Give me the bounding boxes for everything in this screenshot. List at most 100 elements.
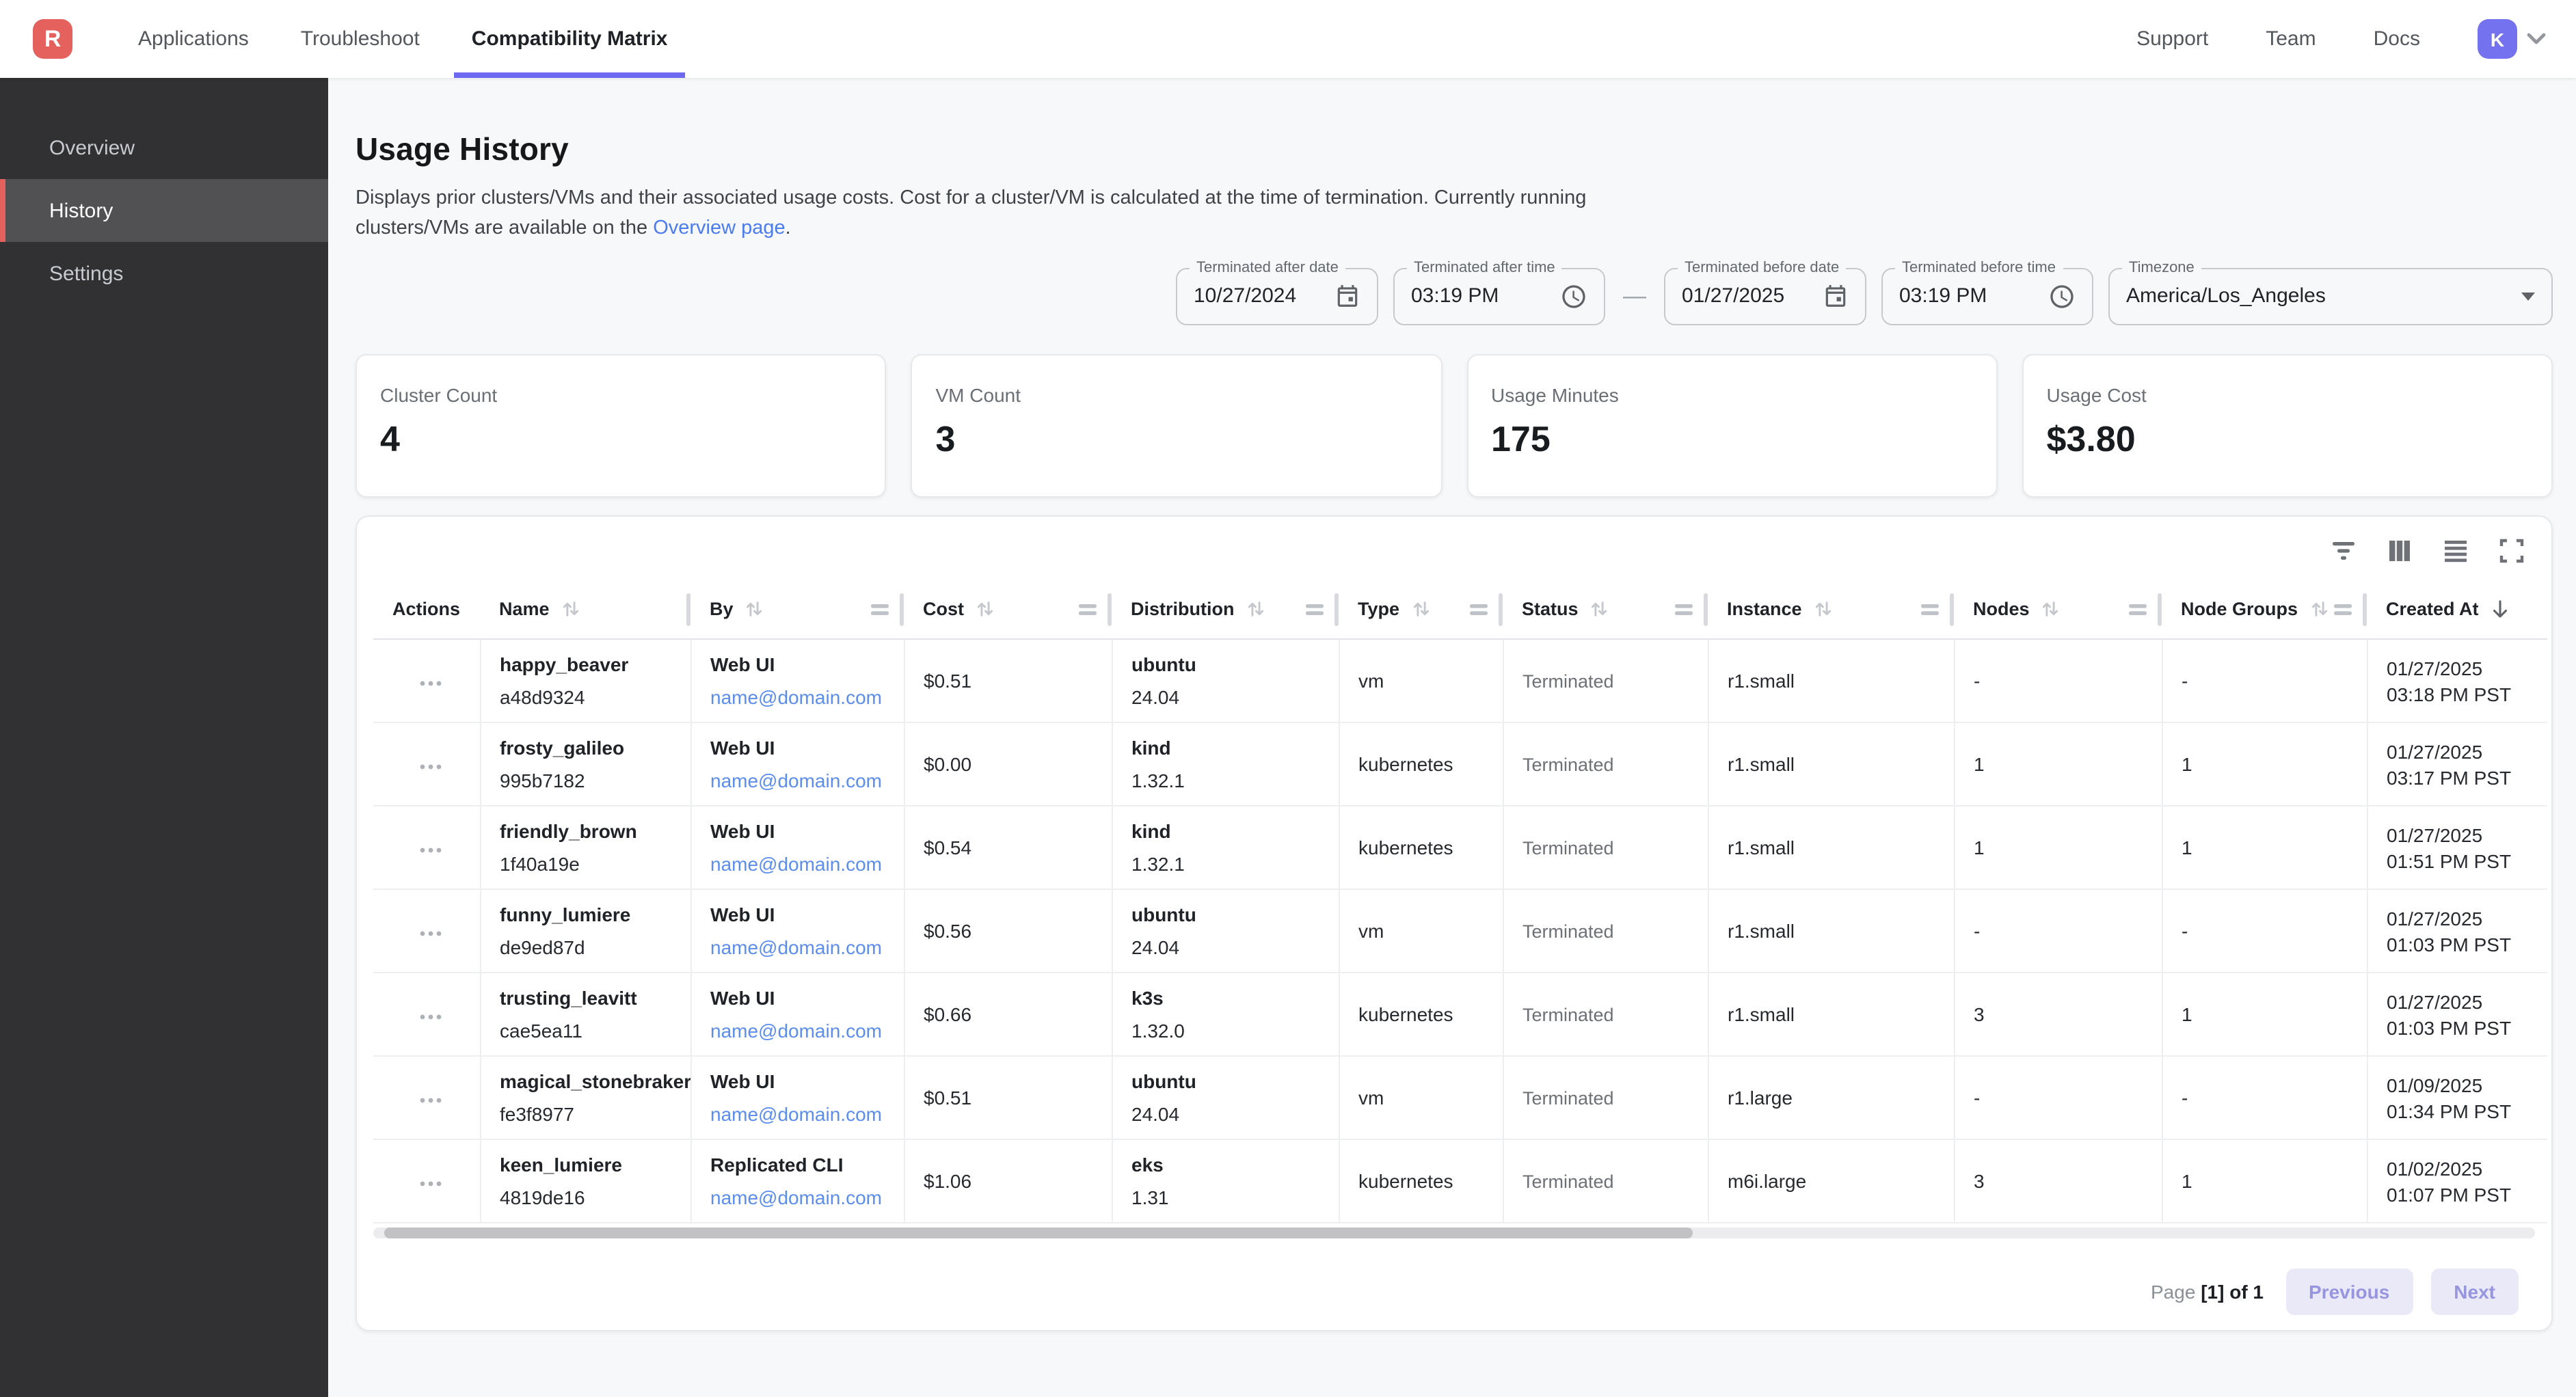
- column-menu-icon[interactable]: [2333, 601, 2353, 616]
- horizontal-scrollbar-thumb[interactable]: [384, 1228, 1692, 1239]
- sidebar-item-settings[interactable]: Settings: [0, 242, 328, 305]
- filter-icon[interactable]: [2326, 533, 2361, 569]
- creator-email-link[interactable]: name@domain.com: [710, 1104, 892, 1126]
- brand-logo-letter: R: [44, 25, 62, 53]
- timezone-select[interactable]: Timezone America/Los_Angeles: [2108, 268, 2553, 325]
- row-actions-button[interactable]: [413, 1083, 448, 1114]
- row-actions-button[interactable]: [413, 916, 448, 947]
- cell-node-groups: 1: [2162, 723, 2367, 806]
- creator-email-link[interactable]: name@domain.com: [710, 1187, 892, 1209]
- column-menu-icon[interactable]: [1674, 601, 1694, 616]
- sidebar-item-history[interactable]: History: [0, 179, 328, 242]
- row-actions-button[interactable]: [413, 1166, 448, 1197]
- creator-email-link[interactable]: name@domain.com: [710, 687, 892, 709]
- sort-icon: [559, 597, 582, 621]
- terminated-before-date-field[interactable]: Terminated before date 01/27/2025: [1664, 268, 1866, 325]
- overview-page-link[interactable]: Overview page: [653, 218, 785, 240]
- column-header-instance[interactable]: Instance: [1708, 580, 1954, 640]
- terminated-after-time-label: Terminated after time: [1407, 260, 1562, 276]
- table-header-row: Actions Name By Cost Distribution Type S…: [373, 580, 2547, 640]
- terminated-before-time-field[interactable]: Terminated before time 03:19 PM: [1881, 268, 2093, 325]
- column-menu-icon[interactable]: [1468, 601, 1489, 616]
- column-header-by[interactable]: By: [690, 580, 904, 640]
- distribution-version: 1.32.1: [1131, 770, 1327, 792]
- calendar-icon[interactable]: [1823, 284, 1849, 310]
- support-link[interactable]: Support: [2136, 27, 2208, 51]
- creator-email-link[interactable]: name@domain.com: [710, 854, 892, 876]
- row-actions-button[interactable]: [413, 749, 448, 781]
- row-actions-button[interactable]: [413, 666, 448, 697]
- page-title: Usage History: [355, 131, 2553, 168]
- table-row: friendly_brown1f40a19e Web UIname@domain…: [373, 806, 2547, 890]
- cell-nodes: -: [1954, 890, 2162, 973]
- sidebar-item-overview[interactable]: Overview: [0, 116, 328, 179]
- cell-by: Web UI name@domain.com: [690, 640, 904, 723]
- creator-email-link[interactable]: name@domain.com: [710, 1020, 892, 1042]
- column-header-type[interactable]: Type: [1339, 580, 1503, 640]
- sort-icon: [743, 597, 766, 621]
- column-menu-icon[interactable]: [2128, 601, 2148, 616]
- column-menu-icon[interactable]: [1304, 601, 1325, 616]
- avatar-initial: K: [2491, 28, 2504, 50]
- distribution-name: k3s: [1131, 988, 1327, 1009]
- creator-email-link[interactable]: name@domain.com: [710, 770, 892, 792]
- column-header-node-groups[interactable]: Node Groups: [2162, 580, 2367, 640]
- next-page-button[interactable]: Next: [2430, 1269, 2519, 1316]
- cell-name: funny_lumierede9ed87d: [480, 890, 690, 973]
- cell-status: Terminated: [1503, 973, 1708, 1057]
- date-range-separator: —: [1620, 283, 1649, 310]
- column-header-nodes[interactable]: Nodes: [1954, 580, 2162, 640]
- created-time: 01:03 PM PST: [2387, 1017, 2536, 1039]
- status-badge: Terminated: [1522, 1005, 1614, 1026]
- tab-compatibility-matrix[interactable]: Compatibility Matrix: [454, 0, 686, 78]
- columns-icon[interactable]: [2382, 533, 2417, 569]
- clock-icon[interactable]: [1560, 283, 1587, 310]
- stat-card-cluster-count: Cluster Count 4: [355, 354, 887, 498]
- column-header-created-at[interactable]: Created At: [2367, 580, 2547, 640]
- column-header-distribution[interactable]: Distribution: [1112, 580, 1339, 640]
- created-date: 01/27/2025: [2387, 657, 2536, 679]
- cell-type: kubernetes: [1339, 806, 1503, 890]
- team-link[interactable]: Team: [2266, 27, 2316, 51]
- cell-instance: r1.small: [1708, 973, 1954, 1057]
- column-menu-icon[interactable]: [1077, 601, 1098, 616]
- cell-created-at: 01/02/202501:07 PM PST: [2367, 1140, 2547, 1223]
- column-header-name[interactable]: Name: [480, 580, 690, 640]
- page-indicator: Page [1] of 1: [2151, 1281, 2264, 1303]
- table-row: happy_beavera48d9324 Web UI name@domain.c…: [373, 640, 2547, 723]
- density-icon[interactable]: [2438, 533, 2473, 569]
- terminated-after-time-field[interactable]: Terminated after time 03:19 PM: [1393, 268, 1605, 325]
- column-header-cost[interactable]: Cost: [904, 580, 1112, 640]
- account-menu[interactable]: K: [2478, 19, 2546, 59]
- column-menu-icon[interactable]: [870, 601, 890, 616]
- clock-icon[interactable]: [2048, 283, 2076, 310]
- cell-nodes: -: [1954, 640, 2162, 723]
- cell-name: happy_beavera48d9324: [480, 640, 690, 723]
- avatar[interactable]: K: [2478, 19, 2517, 59]
- status-badge: Terminated: [1522, 1172, 1614, 1193]
- column-menu-icon[interactable]: [1920, 601, 1940, 616]
- docs-link[interactable]: Docs: [2374, 27, 2420, 51]
- cell-cost: $0.51: [904, 1057, 1112, 1140]
- row-actions-button[interactable]: [413, 832, 448, 864]
- cell-instance: r1.small: [1708, 640, 1954, 723]
- terminated-after-date-field[interactable]: Terminated after date 10/27/2024: [1176, 268, 1378, 325]
- row-actions-button[interactable]: [413, 999, 448, 1031]
- column-header-status[interactable]: Status: [1503, 580, 1708, 640]
- usage-table-card: Actions Name By Cost Distribution Type S…: [355, 515, 2553, 1331]
- calendar-icon[interactable]: [1334, 284, 1360, 310]
- previous-page-button[interactable]: Previous: [2285, 1269, 2413, 1316]
- cell-type: vm: [1339, 890, 1503, 973]
- cell-node-groups: 1: [2162, 973, 2367, 1057]
- cluster-name: friendly_brown: [500, 821, 679, 843]
- creator-email-link[interactable]: name@domain.com: [710, 937, 892, 959]
- tab-troubleshoot[interactable]: Troubleshoot: [283, 0, 438, 78]
- created-by-method: Web UI: [710, 654, 892, 676]
- brand-logo[interactable]: R: [33, 19, 72, 59]
- tab-applications[interactable]: Applications: [120, 0, 267, 78]
- created-time: 01:51 PM PST: [2387, 850, 2536, 872]
- cell-created-at: 01/27/202503:18 PM PST: [2367, 640, 2547, 723]
- cell-actions: [373, 1057, 480, 1140]
- stat-value: 4: [380, 418, 862, 461]
- fullscreen-icon[interactable]: [2494, 533, 2530, 569]
